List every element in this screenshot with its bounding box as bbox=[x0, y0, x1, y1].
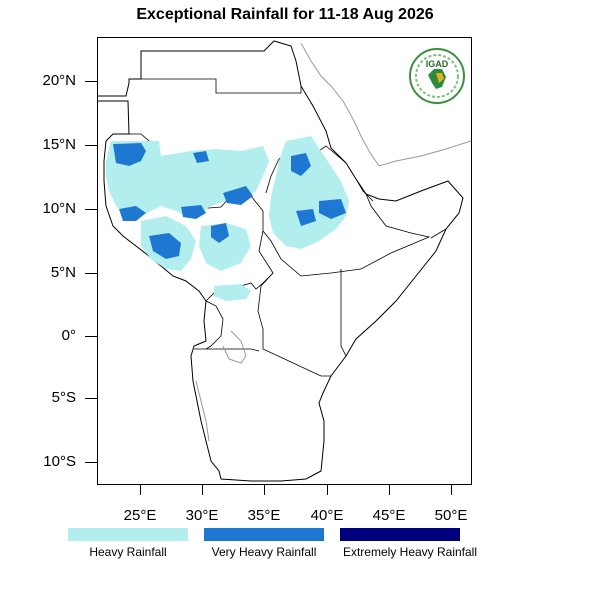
legend-label-heavy: Heavy Rainfall bbox=[89, 545, 167, 559]
legend-swatch-extremely-heavy bbox=[340, 528, 460, 541]
lat-tick bbox=[85, 398, 97, 399]
lon-tick bbox=[389, 485, 390, 495]
legend-swatch-heavy bbox=[68, 528, 188, 541]
lon-tick bbox=[140, 485, 141, 495]
legend-swatch-very-heavy bbox=[204, 528, 324, 541]
map-title: Exceptional Rainfall for 11-18 Aug 2026 bbox=[136, 6, 434, 23]
lat-label-15n: 15°N bbox=[42, 136, 76, 153]
lat-label-10s: 10°S bbox=[43, 453, 76, 470]
lat-tick bbox=[85, 462, 97, 463]
lon-label-45e: 45°E bbox=[372, 507, 406, 524]
lon-label-30e: 30°E bbox=[185, 507, 219, 524]
land-outline bbox=[98, 40, 464, 482]
lat-tick bbox=[85, 273, 97, 274]
neighbour-coastlines bbox=[195, 42, 471, 442]
lon-tick bbox=[202, 485, 203, 495]
logo-text: IGAD bbox=[426, 59, 449, 69]
lat-label-5s: 5°S bbox=[51, 389, 76, 406]
legend-label-very-heavy: Very Heavy Rainfall bbox=[211, 545, 317, 559]
lon-label-40e: 40°E bbox=[310, 507, 344, 524]
country-borders bbox=[120, 78, 447, 377]
lon-label-25e: 25°E bbox=[123, 507, 157, 524]
igad-logo: IGAD bbox=[408, 47, 466, 105]
lat-label-20n: 20°N bbox=[42, 72, 76, 89]
very-heavy-rainfall-areas bbox=[113, 143, 346, 259]
lat-tick bbox=[85, 336, 97, 337]
lon-tick bbox=[451, 485, 452, 495]
lat-label-10n: 10°N bbox=[42, 200, 76, 217]
lon-tick bbox=[327, 485, 328, 495]
lat-label-5n: 5°N bbox=[50, 264, 76, 281]
legend-label-extremely-heavy: Extremely Heavy Rainfall bbox=[342, 545, 478, 559]
lon-label-35e: 35°E bbox=[247, 507, 281, 524]
lon-tick bbox=[264, 485, 265, 495]
map-canvas bbox=[98, 40, 471, 482]
lat-tick bbox=[85, 209, 97, 210]
map-panel bbox=[97, 37, 472, 485]
lon-label-50e: 50°E bbox=[434, 507, 468, 524]
lat-label-0: 0° bbox=[61, 327, 76, 344]
lat-tick bbox=[85, 145, 97, 146]
lat-tick bbox=[85, 81, 97, 82]
